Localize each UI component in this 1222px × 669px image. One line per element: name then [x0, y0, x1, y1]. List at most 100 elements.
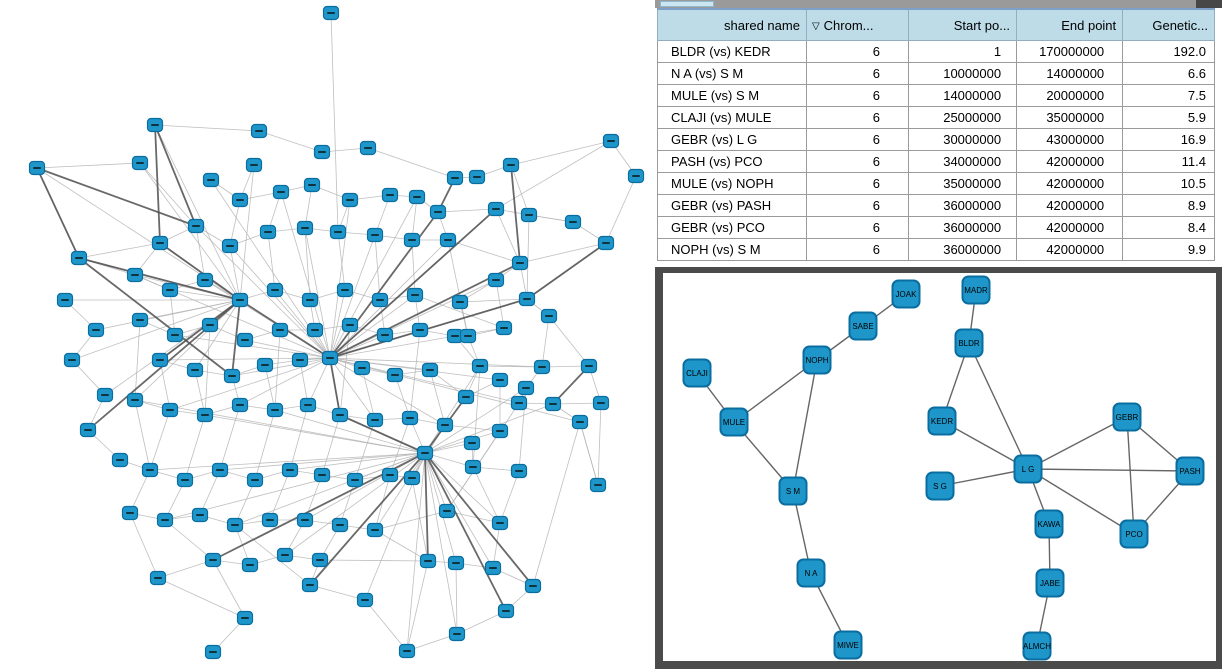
network-edge[interactable]: [374, 452, 426, 531]
network-edge[interactable]: [284, 452, 426, 556]
network-node[interactable]: [386, 367, 404, 383]
network-node[interactable]: [491, 515, 509, 531]
network-edge[interactable]: [447, 239, 521, 264]
table-cell[interactable]: 42000000: [1016, 238, 1124, 261]
network-node[interactable]: [491, 423, 509, 439]
network-edge[interactable]: [411, 239, 416, 296]
network-node[interactable]: [502, 157, 520, 173]
table-cell[interactable]: 6: [805, 150, 909, 173]
subnetwork-edge[interactable]: [939, 468, 1029, 487]
network-edge[interactable]: [329, 298, 528, 359]
network-node[interactable]: [487, 201, 505, 217]
table-row[interactable]: GEBR (vs) PASH 6 36000000 42000000 8.9: [657, 194, 1215, 217]
network-node[interactable]: [236, 332, 254, 348]
network-edge[interactable]: [329, 357, 341, 416]
table-cell[interactable]: 43000000: [1016, 128, 1124, 151]
table-cell[interactable]: 42000000: [1016, 194, 1124, 217]
table-cell[interactable]: NOPH (vs) S M: [657, 238, 807, 261]
network-node[interactable]: [451, 294, 469, 310]
network-edge[interactable]: [164, 519, 214, 561]
network-edge[interactable]: [364, 599, 408, 652]
network-edge[interactable]: [437, 208, 497, 213]
network-edge[interactable]: [36, 167, 197, 227]
network-edge[interactable]: [229, 245, 331, 359]
subnetwork-edge[interactable]: [968, 342, 1029, 470]
network-edge[interactable]: [367, 147, 456, 179]
network-edge[interactable]: [304, 184, 313, 229]
table-cell[interactable]: 6: [805, 172, 909, 195]
network-edge[interactable]: [579, 421, 599, 486]
subnetwork-node-bldr[interactable]: BLDR: [954, 328, 984, 358]
network-node[interactable]: [231, 192, 249, 208]
subnetwork-edge[interactable]: [1027, 416, 1128, 470]
network-node[interactable]: [436, 417, 454, 433]
subnetwork-node-gebr[interactable]: GEBR: [1112, 402, 1142, 432]
table-cell[interactable]: 9.9: [1122, 238, 1215, 261]
network-node[interactable]: [151, 352, 169, 368]
network-edge[interactable]: [274, 329, 281, 411]
network-node[interactable]: [447, 555, 465, 571]
network-edge[interactable]: [149, 409, 171, 471]
network-node[interactable]: [627, 168, 645, 184]
network-node[interactable]: [166, 327, 184, 343]
network-node[interactable]: [446, 170, 464, 186]
table-cell[interactable]: 36000000: [907, 216, 1018, 239]
column-header-end-point[interactable]: End point: [1016, 8, 1124, 41]
network-edge[interactable]: [234, 524, 311, 586]
network-edge[interactable]: [444, 424, 501, 432]
network-node[interactable]: [246, 472, 264, 488]
network-node[interactable]: [341, 192, 359, 208]
network-edge[interactable]: [321, 414, 341, 476]
network-edge[interactable]: [139, 162, 197, 227]
network-edge[interactable]: [329, 199, 351, 359]
network-edge[interactable]: [134, 399, 151, 471]
network-node[interactable]: [204, 552, 222, 568]
network-edge[interactable]: [307, 357, 331, 406]
subnetwork-node-jabe[interactable]: JABE: [1035, 568, 1065, 598]
table-horizontal-scrollbar[interactable]: [655, 0, 1222, 8]
network-edge[interactable]: [319, 559, 429, 562]
network-node[interactable]: [321, 350, 339, 366]
network-edge[interactable]: [274, 289, 331, 359]
network-node[interactable]: [276, 547, 294, 563]
network-edge[interactable]: [329, 357, 543, 368]
subnetwork-edge[interactable]: [1027, 468, 1135, 535]
network-node[interactable]: [419, 553, 437, 569]
network-edge[interactable]: [510, 164, 530, 216]
network-node[interactable]: [191, 507, 209, 523]
network-node[interactable]: [161, 282, 179, 298]
table-row[interactable]: GEBR (vs) L G 6 30000000 43000000 16.9: [657, 128, 1215, 151]
network-edge[interactable]: [78, 257, 241, 301]
network-node[interactable]: [87, 322, 105, 338]
scrollbar-thumb[interactable]: [660, 1, 714, 7]
subnetwork-node-s-g[interactable]: S G: [925, 471, 955, 501]
column-header-genetic[interactable]: Genetic...: [1122, 8, 1215, 41]
network-edge[interactable]: [510, 164, 521, 264]
network-node[interactable]: [356, 592, 374, 608]
network-edge[interactable]: [479, 365, 543, 368]
network-edge[interactable]: [424, 452, 448, 512]
network-node[interactable]: [353, 360, 371, 376]
main-network-view[interactable]: [0, 0, 655, 669]
network-edge[interactable]: [239, 357, 331, 406]
network-node[interactable]: [518, 291, 536, 307]
network-edge[interactable]: [519, 242, 607, 264]
table-cell[interactable]: 10.5: [1122, 172, 1215, 195]
network-node[interactable]: [96, 387, 114, 403]
network-node[interactable]: [131, 312, 149, 328]
network-node[interactable]: [296, 512, 314, 528]
network-edge[interactable]: [231, 357, 331, 377]
network-node[interactable]: [313, 144, 331, 160]
network-edge[interactable]: [374, 510, 448, 531]
network-edge[interactable]: [304, 452, 426, 521]
table-cell[interactable]: 8.9: [1122, 194, 1215, 217]
table-cell[interactable]: 16.9: [1122, 128, 1215, 151]
network-node[interactable]: [301, 577, 319, 593]
network-node[interactable]: [245, 157, 263, 173]
network-node[interactable]: [231, 292, 249, 308]
table-cell[interactable]: 42000000: [1016, 172, 1124, 195]
network-edge[interactable]: [194, 299, 241, 371]
network-edge[interactable]: [159, 299, 241, 361]
network-node[interactable]: [281, 462, 299, 478]
column-header-shared-name[interactable]: shared name: [657, 8, 807, 41]
